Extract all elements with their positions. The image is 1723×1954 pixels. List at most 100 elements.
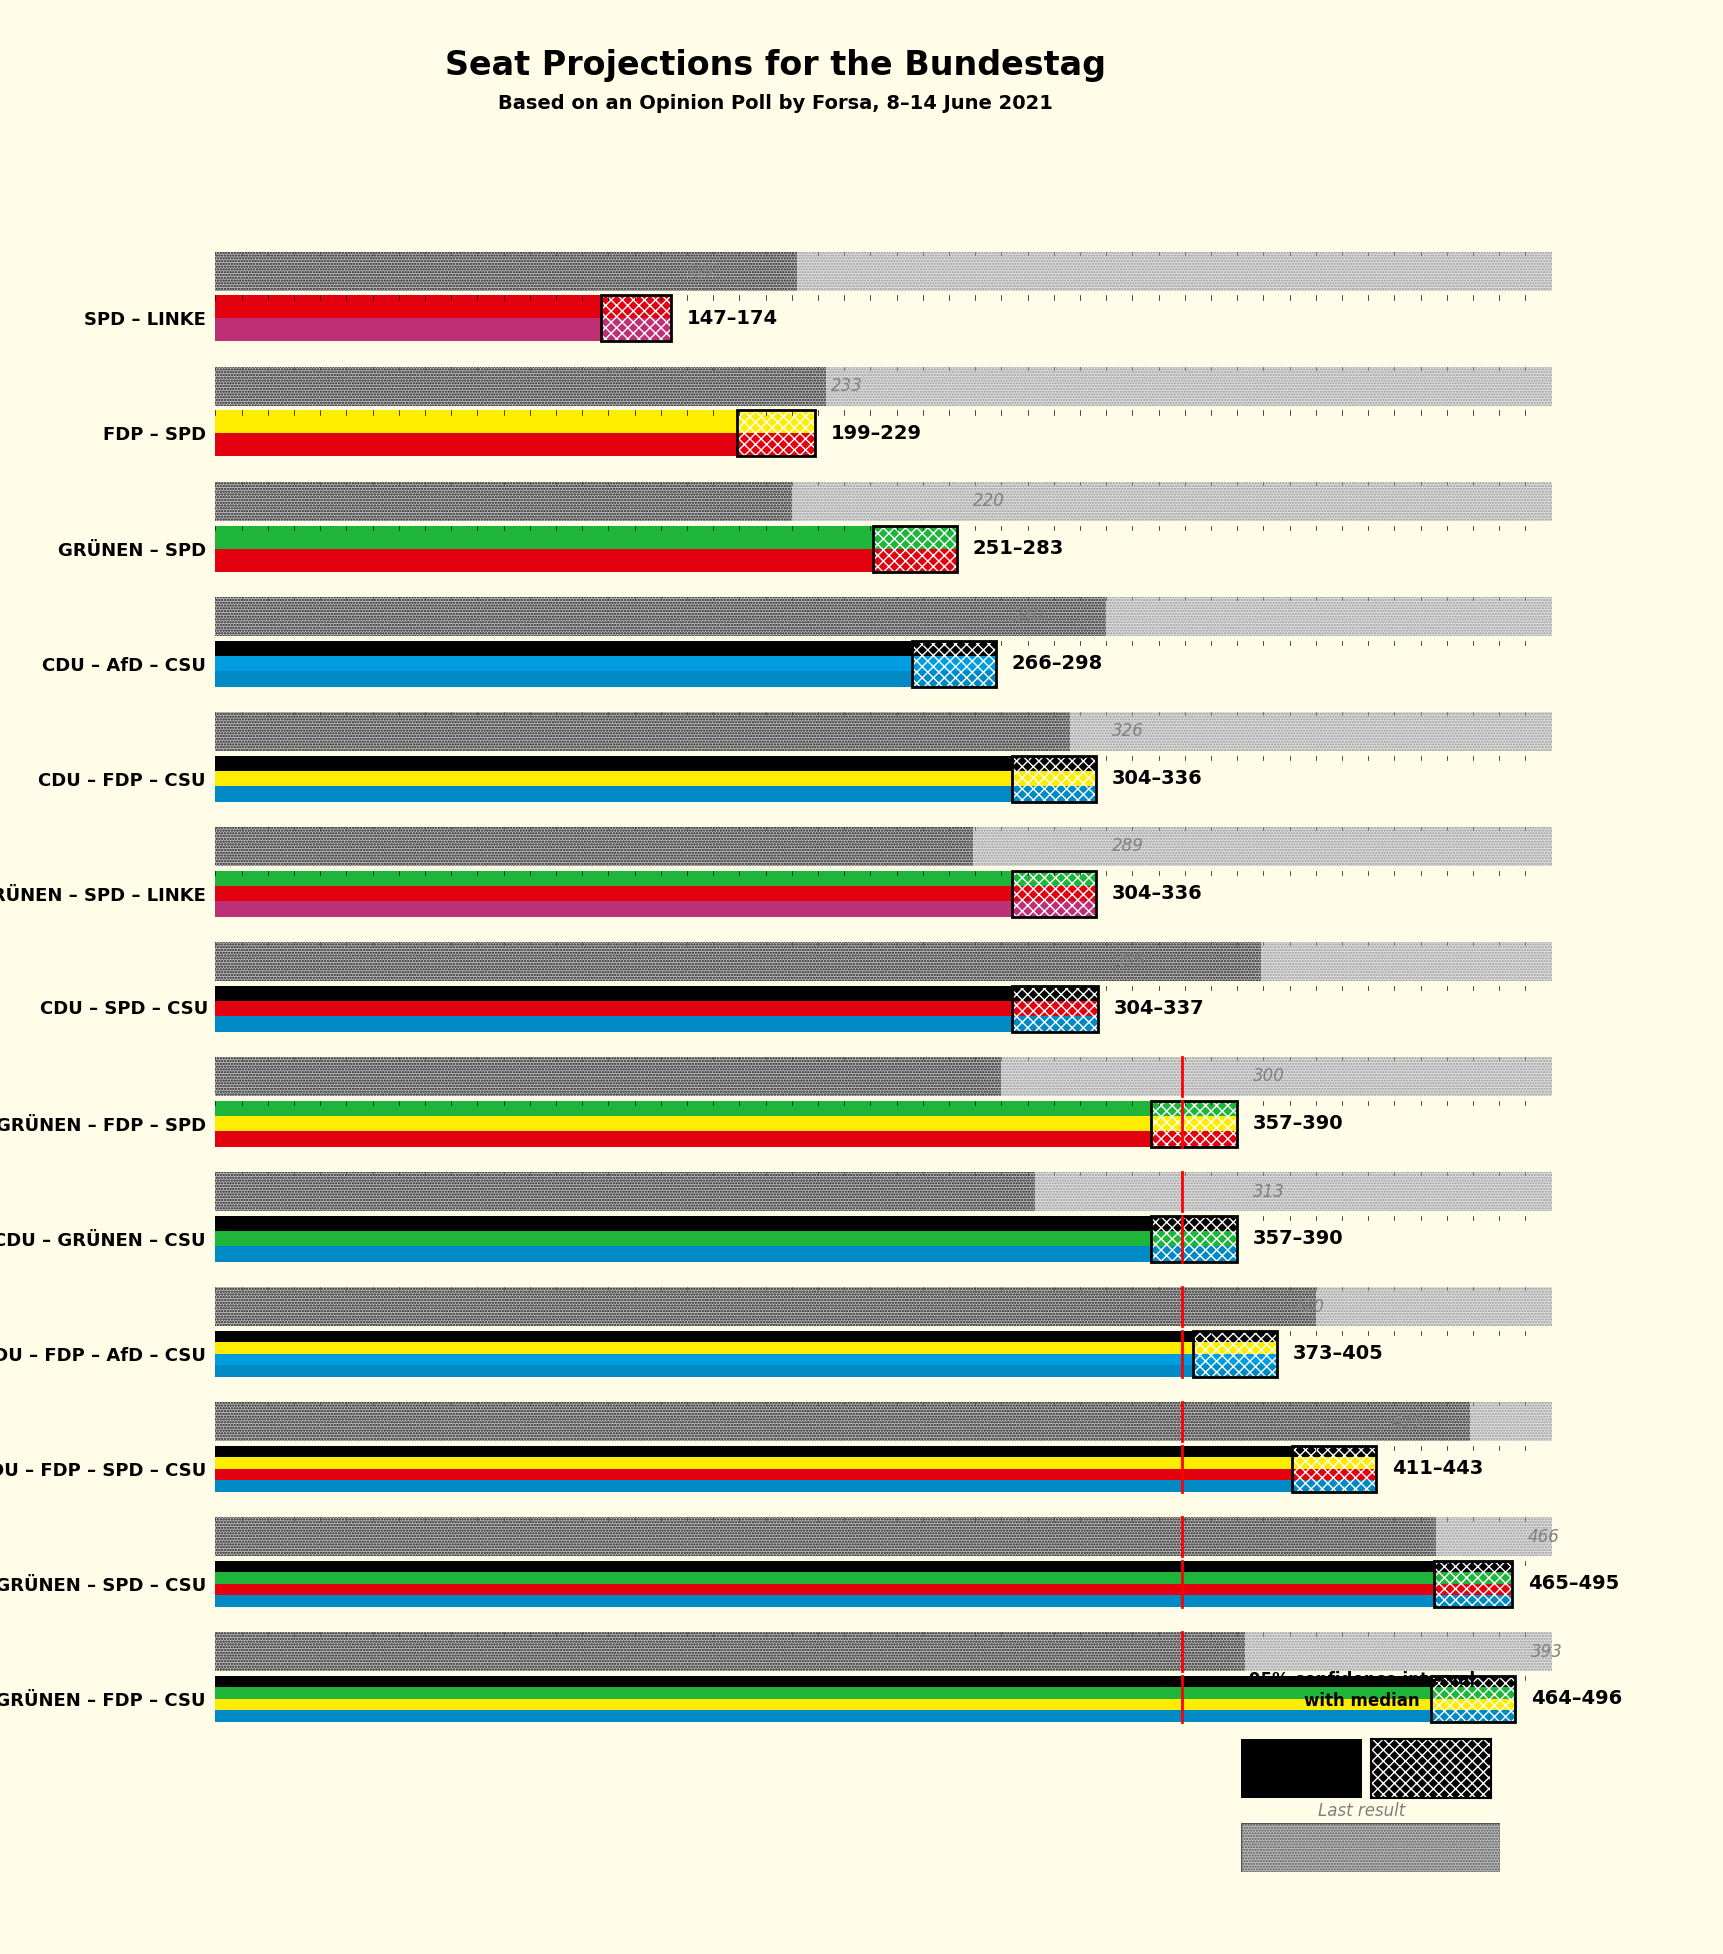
Bar	[215, 772, 1053, 786]
Bar	[1011, 901, 1096, 916]
Text: 266–298: 266–298	[1011, 655, 1103, 672]
Bar	[215, 1288, 1315, 1327]
Text: CDU – SPD – CSU: CDU – SPD – CSU	[40, 1000, 208, 1018]
Bar	[215, 1131, 1192, 1147]
Bar	[215, 1698, 1471, 1710]
Bar	[215, 1403, 1551, 1442]
Bar	[1292, 1458, 1375, 1469]
Text: 289: 289	[1111, 838, 1142, 856]
Bar	[215, 596, 1106, 635]
Bar	[215, 1594, 1471, 1606]
Text: 222: 222	[687, 262, 718, 279]
Bar	[215, 1366, 1234, 1378]
Bar	[215, 1288, 1315, 1327]
Text: 357–390: 357–390	[1253, 1114, 1342, 1133]
Bar	[215, 367, 825, 406]
Bar	[872, 526, 956, 571]
Bar	[736, 434, 815, 457]
Bar	[215, 367, 1551, 406]
Bar	[215, 827, 972, 866]
Bar	[1192, 1366, 1275, 1378]
Bar	[215, 526, 915, 549]
Text: 399: 399	[1113, 952, 1146, 971]
Bar	[911, 641, 996, 686]
Bar	[1192, 1342, 1275, 1354]
Bar	[215, 1573, 1471, 1585]
Text: Last result: Last result	[1318, 1802, 1404, 1819]
Bar	[1430, 1698, 1515, 1710]
Bar	[215, 1000, 1053, 1016]
Bar	[215, 1288, 1551, 1327]
Bar	[215, 1016, 1053, 1032]
Bar	[215, 1710, 1471, 1721]
Bar	[1011, 1000, 1098, 1016]
Bar	[215, 1688, 1471, 1698]
Bar	[215, 483, 1551, 522]
Bar	[215, 367, 825, 406]
Bar	[1151, 1215, 1237, 1262]
Bar	[215, 1403, 1470, 1442]
Bar	[215, 1677, 1471, 1688]
Bar	[215, 942, 1551, 981]
Bar	[215, 1632, 1244, 1671]
Text: 304–337: 304–337	[1113, 998, 1204, 1018]
Bar	[215, 672, 955, 686]
Text: 464–496: 464–496	[1530, 1690, 1621, 1708]
Bar	[1011, 871, 1096, 916]
Text: 466: 466	[1527, 1528, 1559, 1546]
Bar	[215, 711, 1068, 750]
Bar	[215, 367, 1551, 406]
Bar	[215, 1585, 1471, 1594]
Bar	[1011, 885, 1096, 901]
Bar	[1292, 1446, 1375, 1491]
Bar	[215, 1632, 1244, 1671]
Bar	[215, 596, 1106, 635]
Text: Seat Projections for the Bundestag: Seat Projections for the Bundestag	[445, 49, 1106, 82]
Bar	[1292, 1446, 1375, 1458]
Text: 340: 340	[1011, 608, 1042, 625]
Bar	[215, 1342, 1234, 1354]
Bar	[1151, 1231, 1237, 1247]
Text: 233: 233	[830, 377, 863, 395]
Bar	[1011, 756, 1096, 801]
Bar	[215, 1458, 1334, 1469]
Bar	[1192, 1331, 1275, 1342]
Bar	[215, 885, 1053, 901]
Bar	[215, 367, 825, 406]
Bar	[872, 526, 956, 549]
Bar	[911, 641, 996, 657]
Bar	[215, 252, 1551, 291]
Bar	[215, 827, 1551, 866]
Bar	[215, 942, 1260, 981]
Bar	[215, 1516, 1435, 1555]
Bar	[215, 1403, 1470, 1442]
Bar	[1434, 1594, 1511, 1606]
Bar	[215, 711, 1068, 750]
Bar	[600, 295, 670, 319]
Bar	[215, 1288, 1551, 1327]
Bar	[215, 827, 1551, 866]
Bar	[1434, 1573, 1511, 1585]
Bar	[215, 483, 791, 522]
Bar	[911, 657, 996, 672]
Bar	[215, 756, 1053, 772]
Bar	[215, 295, 634, 319]
Bar	[215, 1516, 1551, 1555]
Bar	[215, 319, 634, 342]
Bar	[1151, 1116, 1237, 1131]
Bar	[215, 483, 791, 522]
Bar	[1434, 1585, 1511, 1594]
Bar	[215, 871, 1053, 885]
Bar	[1434, 1561, 1511, 1573]
Text: Based on an Opinion Poll by Forsa, 8–14 June 2021: Based on an Opinion Poll by Forsa, 8–14 …	[498, 94, 1053, 113]
Bar	[215, 641, 955, 657]
Bar	[215, 1561, 1471, 1573]
Bar	[600, 319, 670, 342]
Bar	[215, 942, 1551, 981]
Bar	[215, 1288, 1315, 1327]
Bar	[215, 549, 915, 571]
Bar	[215, 985, 1053, 1000]
Bar	[736, 410, 815, 457]
Text: 393: 393	[1530, 1643, 1561, 1661]
Bar	[215, 1247, 1192, 1262]
